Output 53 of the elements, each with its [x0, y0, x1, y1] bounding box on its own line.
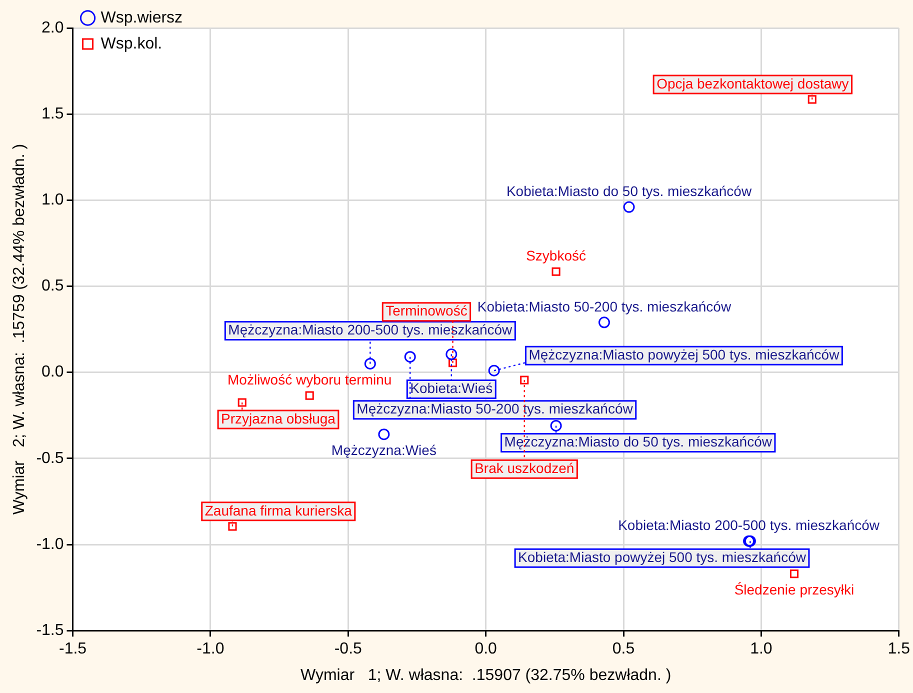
annotation: Kobieta:Miasto 200-500 tys. mieszkańców: [618, 516, 880, 533]
annotation: Terminowość: [386, 302, 468, 319]
y-tick-label: 0.5: [42, 278, 64, 295]
point: [238, 398, 246, 407]
y-tick-label: 1.5: [42, 105, 64, 122]
annotation: Opcja bezkontaktowej dostawy: [656, 75, 849, 92]
y-axis-title: Wymiar 2; W. własna: .15759 (32.44% bezwładn. ): [11, 144, 28, 515]
point: [488, 364, 500, 376]
annotation: Kobieta:Miasto 50-200 tys. mieszkańców: [477, 298, 732, 314]
annotation: Przyjazna obsługa: [221, 410, 336, 426]
point: [520, 376, 529, 384]
legend-label: Wsp.wiersz: [100, 9, 183, 26]
point: [448, 358, 458, 368]
x-tick-label: 0.5: [612, 640, 635, 658]
annotation: Zaufana firma kurierska: [204, 502, 352, 518]
point: [790, 570, 799, 578]
y-tick-label: -1.0: [36, 536, 64, 553]
annotation: Kobieta:Miasto powyżej 500 tys. mieszkańców: [518, 548, 807, 565]
y-tick-label: -1.5: [36, 622, 64, 640]
point: [598, 316, 610, 328]
point: [364, 358, 376, 370]
annotation: Możliwość wyboru terminu: [228, 371, 392, 388]
y-tick-label: -0.5: [36, 450, 64, 467]
x-tick-label: 0.0: [474, 640, 498, 658]
x-tick-label: 1.5: [888, 640, 910, 658]
point: [808, 95, 816, 104]
point: [550, 420, 562, 432]
annotation: Mężczyzna:Miasto powyżej 500 tys. mieszkańców: [528, 346, 840, 362]
point: [552, 267, 560, 276]
point: [228, 522, 237, 531]
x-tick-label: -1.0: [196, 640, 224, 658]
annotation: Kobieta:Miasto do 50 tys. mieszkańców: [506, 182, 752, 199]
point: [404, 351, 416, 363]
annotation: Mężczyzna:Miasto do 50 tys. mieszkańców: [504, 434, 773, 450]
y-tick-label: 2.0: [42, 19, 64, 36]
point: [305, 391, 314, 400]
annotation: Mężczyzna:Wieś: [331, 442, 436, 458]
point: [378, 428, 390, 440]
point: [623, 201, 635, 213]
y-tick-label: 0.0: [42, 364, 64, 381]
point: [446, 348, 458, 360]
y-tick-label: 1.0: [42, 192, 64, 209]
annotation: Kobieta:Wieś: [410, 380, 493, 396]
x-tick-label: 1.0: [750, 640, 772, 658]
x-tick-label: -0.5: [334, 640, 362, 658]
annotation: Śledzenie przesyłki: [734, 582, 854, 598]
annotation: Szybkość: [526, 247, 586, 264]
annotation: Brak uszkodzeń: [474, 460, 574, 476]
legend-label: Wsp.kol.: [100, 35, 162, 52]
annotation: Mężczyzna:Miasto 50-200 tys. mieszkańców: [356, 400, 634, 417]
annotation: Mężczyzna:Miasto 200-500 tys. mieszkańców: [228, 322, 514, 338]
x-tick-label: -1.5: [58, 640, 87, 658]
x-axis-title: Wymiar 1; W. własna: .15907 (32.75% bezwładn. ): [300, 666, 672, 684]
